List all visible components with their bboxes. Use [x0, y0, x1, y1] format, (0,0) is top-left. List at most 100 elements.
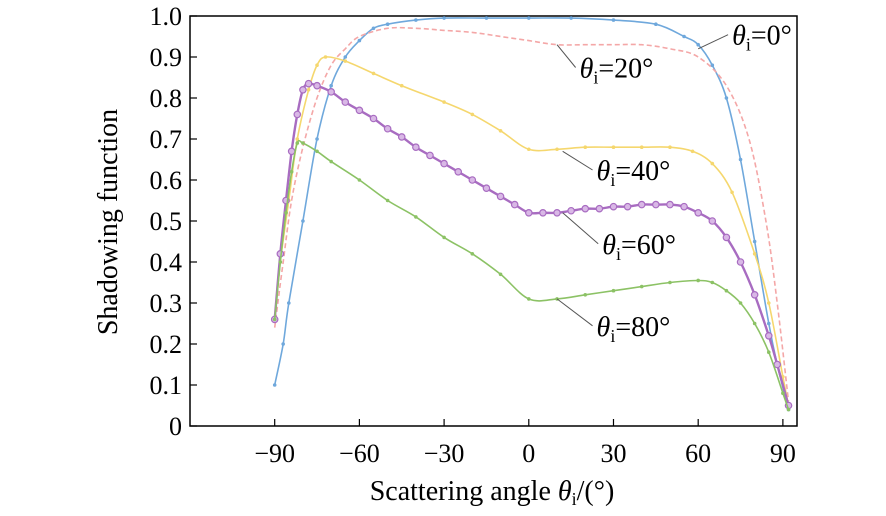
data-point — [524, 209, 533, 217]
series-line — [273, 56, 790, 406]
data-point — [766, 321, 771, 326]
data-point — [484, 16, 489, 20]
data-point — [272, 383, 277, 387]
data-point — [668, 280, 672, 285]
data-point — [764, 331, 773, 340]
data-point — [315, 63, 319, 67]
x-tick-label: 0 — [522, 439, 535, 468]
data-point — [470, 252, 475, 256]
y-tick-label: 0.1 — [150, 371, 183, 400]
data-point — [738, 157, 743, 162]
data-point — [287, 147, 296, 156]
leader-line — [697, 34, 729, 50]
data-point — [736, 258, 745, 266]
data-point — [315, 137, 319, 141]
y-tick-label: 0.8 — [150, 84, 183, 113]
y-tick-label: 0 — [169, 412, 182, 441]
series-4 — [272, 139, 791, 412]
x-axis-title-pre: Scattering angle — [370, 476, 558, 507]
data-point — [468, 176, 477, 184]
data-point — [611, 288, 616, 293]
data-point — [323, 55, 328, 59]
data-point — [498, 272, 503, 277]
data-point — [581, 204, 590, 213]
data-point — [306, 88, 311, 92]
data-point — [623, 202, 632, 211]
data-point — [730, 190, 734, 195]
data-point — [666, 200, 674, 209]
data-point — [304, 79, 313, 88]
series-label: θi=60° — [602, 230, 676, 264]
data-point — [696, 42, 700, 47]
data-point — [710, 63, 715, 67]
data-point — [595, 204, 604, 213]
series-1 — [273, 26, 790, 402]
data-point — [539, 209, 547, 217]
data-point — [357, 178, 362, 182]
y-axis-title: Shadowing function — [93, 109, 124, 335]
data-point — [724, 96, 729, 100]
data-point — [281, 342, 285, 346]
data-point — [652, 200, 660, 209]
data-point — [654, 22, 658, 27]
leader-line — [556, 44, 576, 68]
data-point — [470, 112, 475, 117]
data-point — [786, 407, 791, 412]
series-2 — [272, 55, 791, 408]
data-point — [454, 168, 463, 176]
plot-frame — [189, 15, 798, 427]
data-point — [526, 147, 531, 152]
x-axis-title-theta: θ — [558, 476, 572, 507]
data-point — [295, 141, 300, 145]
data-point — [327, 88, 335, 96]
data-point — [682, 34, 686, 39]
leader-line — [562, 212, 599, 245]
data-point — [708, 217, 717, 225]
x-axis-title: Scattering angle θi/(°) — [370, 476, 615, 509]
data-point — [766, 350, 771, 355]
data-point — [482, 184, 491, 193]
data-point — [639, 145, 644, 149]
y-tick-label: 1.0 — [150, 2, 183, 31]
data-point — [526, 16, 531, 20]
data-point — [385, 22, 390, 27]
y-tick-label: 0.2 — [150, 330, 183, 359]
x-tick-label: −90 — [254, 439, 295, 468]
data-point — [639, 284, 644, 289]
data-point — [766, 301, 771, 305]
data-point — [510, 200, 519, 209]
x-tick-label: 60 — [685, 439, 711, 468]
annotation-layer: θi=0° θi=20° θi=40° θi=60° θi=80° — [556, 21, 792, 346]
y-tick-label: 0.7 — [150, 125, 183, 154]
data-point — [442, 100, 446, 104]
x-tick-label: 90 — [770, 439, 796, 468]
data-point — [442, 235, 446, 240]
data-point — [498, 129, 503, 133]
data-point — [553, 209, 561, 217]
x-axis: −90 −60 −30 0 30 60 90 — [254, 419, 796, 468]
data-point — [272, 317, 277, 322]
data-point — [343, 59, 348, 63]
data-point — [355, 106, 364, 115]
series-line — [273, 139, 790, 410]
data-point — [752, 239, 757, 244]
data-point — [357, 38, 362, 43]
data-point — [369, 114, 378, 123]
y-tick-label: 0.6 — [150, 166, 183, 195]
data-point — [278, 260, 283, 264]
x-tick-label: −60 — [339, 439, 380, 468]
leader-line — [556, 298, 593, 327]
data-point — [738, 301, 743, 305]
series-line — [273, 26, 790, 402]
data-point — [526, 297, 531, 301]
data-point — [293, 110, 302, 119]
series-label: θi=40° — [597, 156, 671, 190]
data-point — [414, 215, 418, 219]
data-point — [442, 16, 446, 20]
data-point — [299, 86, 307, 94]
data-point — [567, 206, 575, 215]
data-point — [315, 149, 319, 154]
y-tick-label: 0.5 — [150, 207, 183, 236]
series-label: θi=80° — [597, 312, 671, 346]
